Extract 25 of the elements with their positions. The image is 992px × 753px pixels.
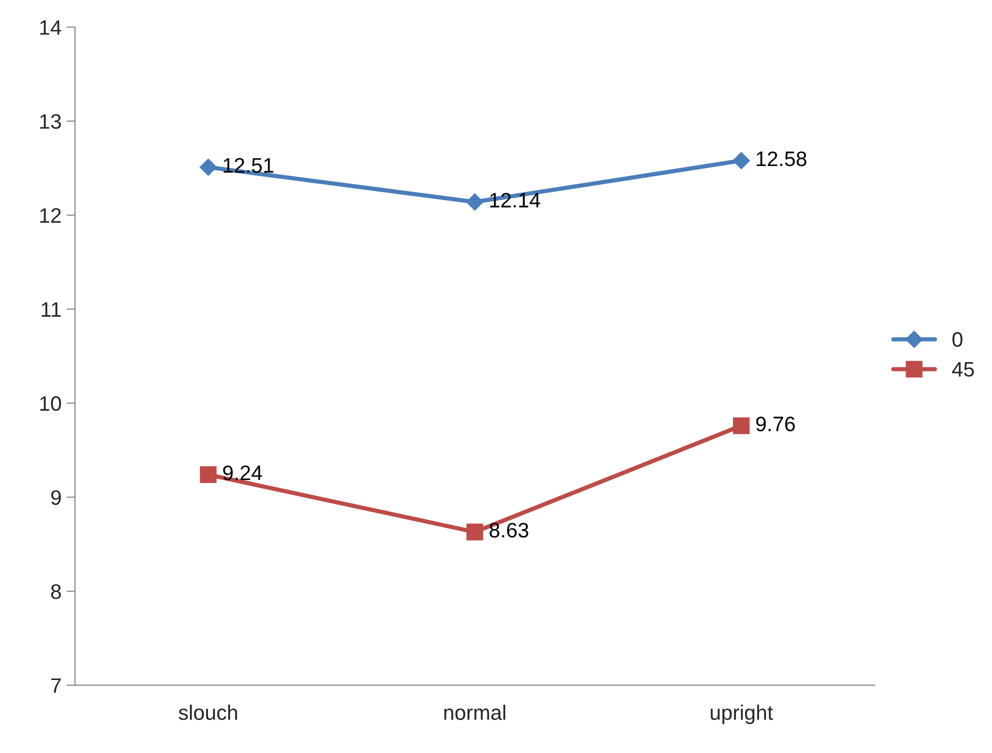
y-tick-label: 11 [42,302,61,317]
y-tick-label: 10 [40,396,61,411]
point [200,466,217,483]
data-label: 9.76 [756,416,795,432]
point [732,417,750,434]
point [732,152,750,170]
point [466,193,484,211]
point [466,524,484,540]
data-label: 12.14 [490,192,540,208]
x-tick-label: normal [444,704,506,720]
data-label: 9.24 [223,465,262,480]
y-tick-label: 7 [51,678,61,693]
y-tick-label: 8 [51,584,61,599]
data-label: 12.58 [756,151,806,166]
y-tick-label: 13 [40,114,61,129]
y-tick-label: 14 [40,20,62,35]
x-tick-label: slouch [178,704,238,720]
data-label: 12.51 [224,158,274,173]
x-tick-label: upright [710,704,773,724]
legend-label: 0 [952,332,962,347]
point [200,158,217,176]
data-label: 8.63 [490,522,528,538]
y-tick-label: 12 [40,208,61,223]
y-tick-label: 9 [51,490,61,505]
legend-label: 45 [952,362,974,377]
